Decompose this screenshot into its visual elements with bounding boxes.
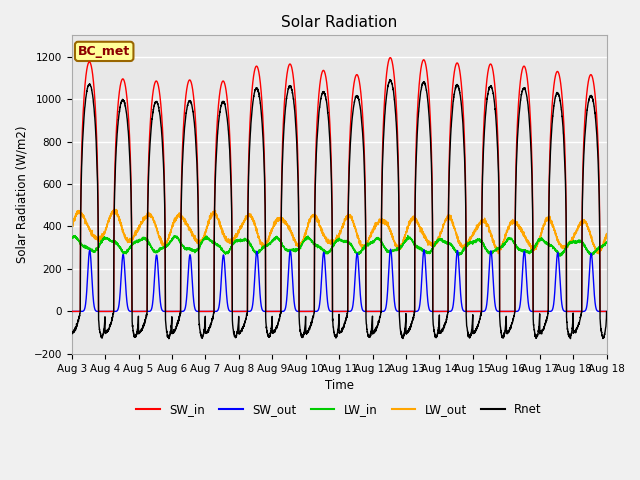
Title: Solar Radiation: Solar Radiation	[281, 15, 397, 30]
X-axis label: Time: Time	[324, 379, 354, 392]
Legend: SW_in, SW_out, LW_in, LW_out, Rnet: SW_in, SW_out, LW_in, LW_out, Rnet	[132, 398, 547, 420]
Y-axis label: Solar Radiation (W/m2): Solar Radiation (W/m2)	[15, 126, 28, 264]
Text: BC_met: BC_met	[78, 45, 131, 58]
